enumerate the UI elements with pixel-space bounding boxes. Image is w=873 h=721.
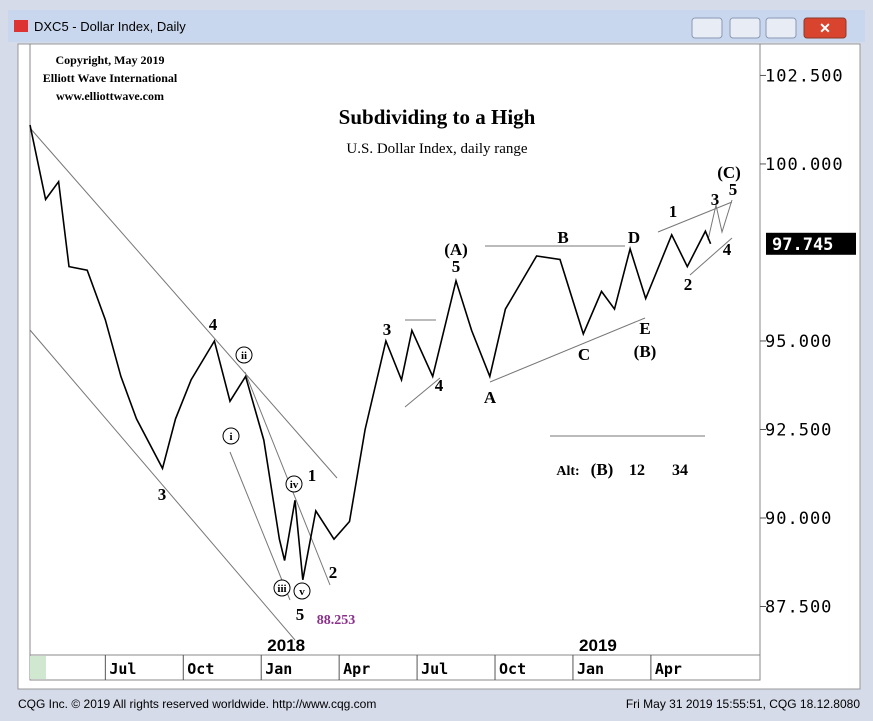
copyright-line: www.elliottwave.com xyxy=(56,89,164,103)
wave-label: ii xyxy=(241,350,247,362)
status-bar xyxy=(0,692,873,721)
trend-line xyxy=(29,329,296,641)
x-tick-label: Jan xyxy=(265,660,292,678)
wave-label: 2 xyxy=(329,563,338,582)
wave-projection xyxy=(707,199,733,241)
wave-label: v xyxy=(299,586,305,598)
y-tick-label: 90.000 xyxy=(765,509,832,529)
wave-label: 2 xyxy=(684,275,693,294)
copyright-line: Elliott Wave International xyxy=(43,71,178,85)
trend-line xyxy=(404,377,441,408)
x-tick-label: Jan xyxy=(577,660,604,678)
y-tick-label: 87.500 xyxy=(765,597,832,617)
close-button[interactable] xyxy=(803,17,847,39)
x-tick-label: Apr xyxy=(655,660,682,678)
footer-left: CQG Inc. © 2019 All rights reserved worl… xyxy=(18,697,376,711)
wave-circle xyxy=(273,579,291,597)
minimize-button[interactable] xyxy=(729,17,761,39)
wave-label: 1 xyxy=(669,202,678,221)
wave-label: 4 xyxy=(209,315,218,334)
wave-label: A xyxy=(484,388,497,407)
wave-lines xyxy=(29,127,733,641)
wave-label: 1 xyxy=(308,466,317,485)
window-title: DXC5 - Dollar Index, Daily xyxy=(34,19,186,34)
wave-label: 5 xyxy=(729,180,738,199)
x-tick-label: Jul xyxy=(109,660,136,678)
price-line xyxy=(29,124,712,580)
alt-label: 12 xyxy=(629,462,645,479)
scroll-box[interactable] xyxy=(30,656,46,679)
wave-label: 4 xyxy=(435,376,444,395)
y-tick-label: 102.500 xyxy=(765,66,844,86)
y-tick-label: 100.000 xyxy=(765,155,844,175)
wave-label: iii xyxy=(277,583,286,595)
wave-circle xyxy=(235,346,253,364)
wave-circle xyxy=(222,427,240,445)
wave-label: B xyxy=(557,228,568,247)
wave-label: (A) xyxy=(444,240,468,259)
x-tick-label: Apr xyxy=(343,660,370,678)
wave-circle xyxy=(293,582,311,600)
last-price-label: 97.745 xyxy=(772,235,833,255)
x-tick-label: Oct xyxy=(187,660,214,678)
wave-label: i xyxy=(229,431,232,443)
chart-title: Subdividing to a High xyxy=(339,105,536,129)
wave-label: E xyxy=(639,319,650,338)
trend-line xyxy=(689,237,733,276)
wave-label: D xyxy=(628,228,640,247)
pin-button[interactable] xyxy=(691,17,723,39)
trend-line xyxy=(657,201,733,233)
year-label: 2018 xyxy=(267,636,305,655)
alt-label: 34 xyxy=(672,462,688,479)
alt-label: (B) xyxy=(591,460,614,479)
wave-circle xyxy=(285,475,303,493)
y-tick-label: 95.000 xyxy=(765,332,832,352)
wave-label: (B) xyxy=(634,342,657,361)
trend-line xyxy=(29,127,338,479)
copyright-line: Copyright, May 2019 xyxy=(56,53,165,67)
wave-label: 5 xyxy=(452,257,461,276)
wave-label: C xyxy=(578,345,590,364)
year-label: 2019 xyxy=(579,636,617,655)
alt-label: Alt: xyxy=(556,464,579,479)
trend-line xyxy=(489,317,646,383)
wave-label: 3 xyxy=(383,320,392,339)
wave-label: 4 xyxy=(723,240,732,259)
app-icon xyxy=(14,20,28,32)
wave-label: 3 xyxy=(711,190,720,209)
low-price-label: 88.253 xyxy=(317,613,356,628)
chart-subtitle: U.S. Dollar Index, daily range xyxy=(346,141,528,157)
wave-label: iv xyxy=(290,479,299,491)
chart-area xyxy=(17,43,861,690)
x-tick-label: Oct xyxy=(499,660,526,678)
close-icon: ✕ xyxy=(819,20,831,36)
last-price-box xyxy=(766,232,856,255)
trend-line xyxy=(229,451,291,601)
y-tick-label: 92.500 xyxy=(765,420,832,440)
wave-label: 5 xyxy=(296,605,305,624)
trend-line xyxy=(244,371,331,586)
footer-right: Fri May 31 2019 15:55:51, CQG 18.12.8080 xyxy=(626,697,860,711)
maximize-button[interactable] xyxy=(765,17,797,39)
wave-label: (C) xyxy=(717,163,741,182)
wave-label: 3 xyxy=(158,485,167,504)
x-tick-label: Jul xyxy=(421,660,448,678)
